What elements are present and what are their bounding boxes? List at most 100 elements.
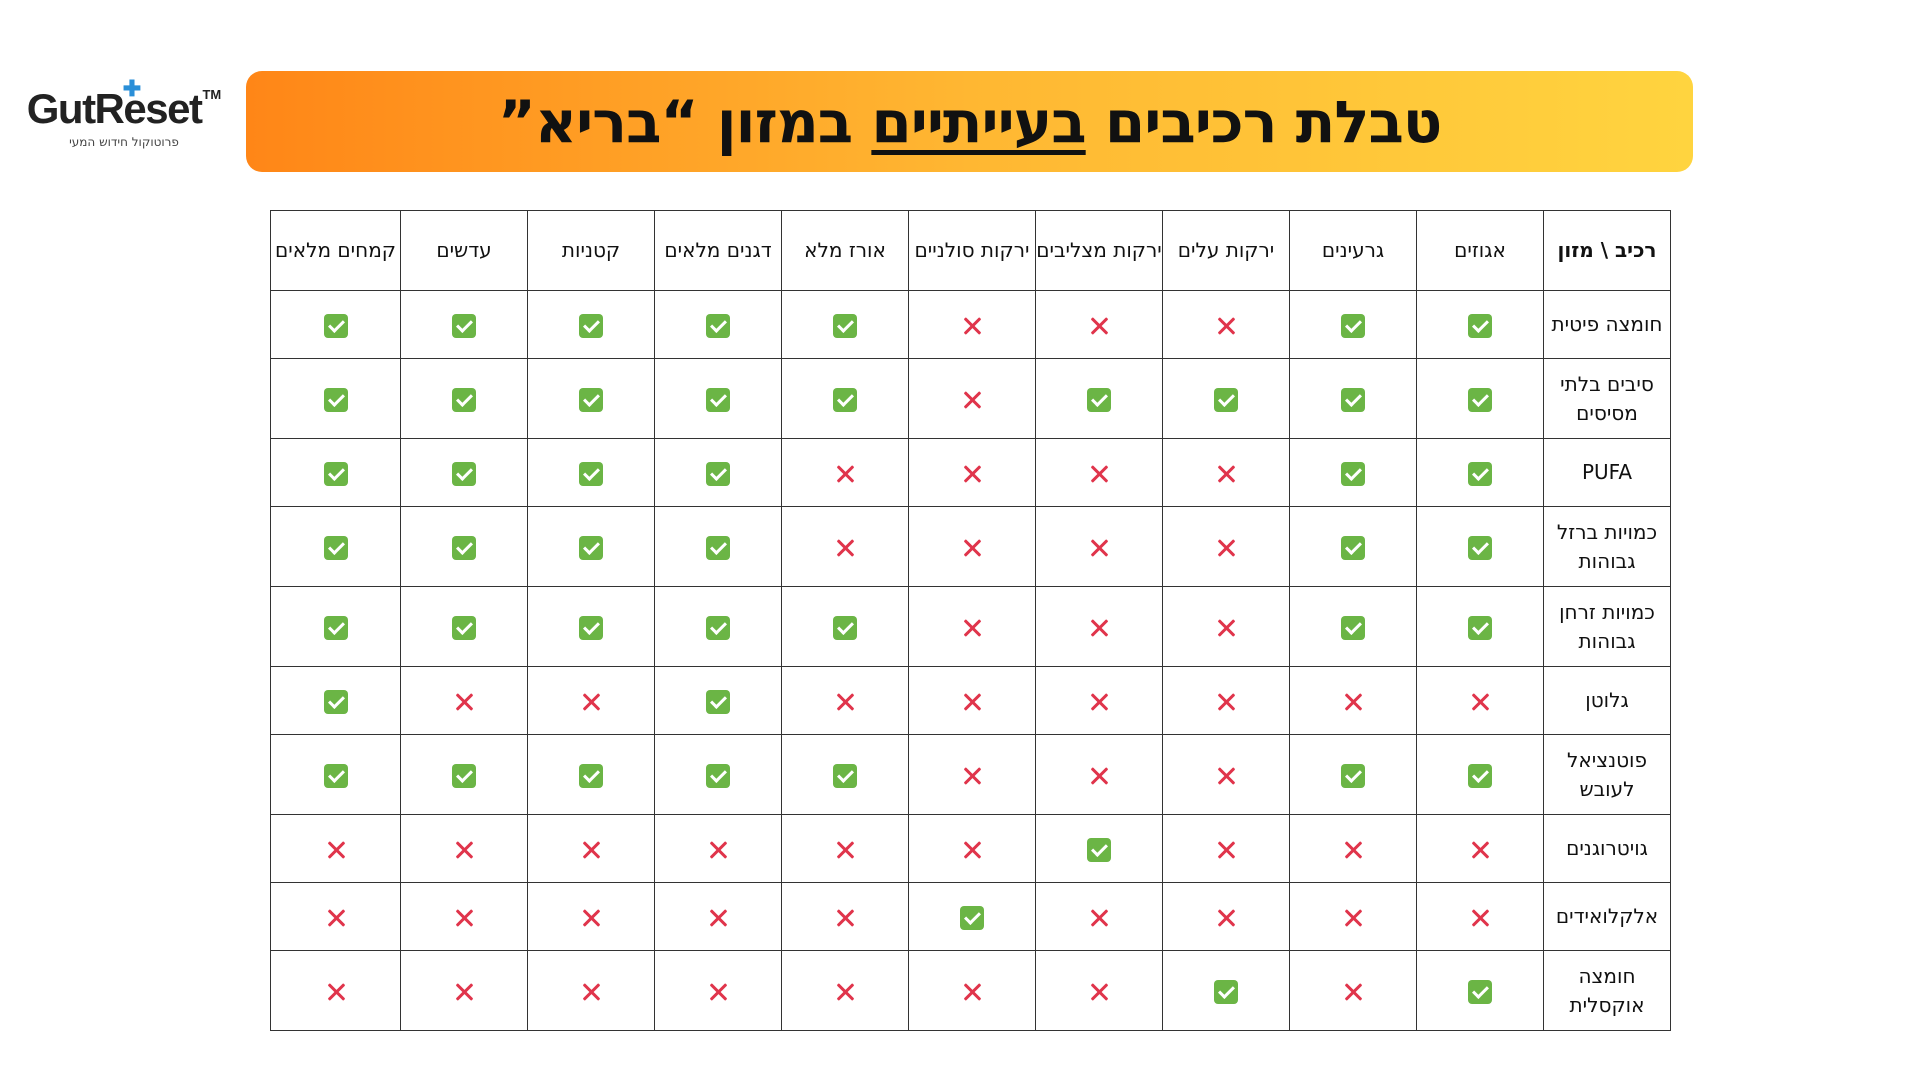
page-title: טבלת רכיבים בעייתיים במזון “בריא” — [497, 87, 1442, 156]
logo-brand-text: GutReset — [26, 85, 203, 132]
red-x-icon — [833, 536, 857, 560]
red-x-icon — [452, 690, 476, 714]
table-cell — [270, 666, 401, 735]
green-check-icon — [323, 387, 348, 412]
table-cell — [1416, 290, 1544, 359]
red-x-icon — [833, 462, 857, 486]
green-check-icon — [1468, 615, 1492, 640]
table-cell — [1416, 814, 1544, 883]
table-row: חומצה פיטית — [270, 290, 1671, 359]
column-header: אגוזים — [1416, 210, 1544, 291]
table-cell — [1416, 358, 1544, 439]
table-cell — [1162, 586, 1290, 667]
green-check-icon — [960, 905, 984, 930]
title-part-1: טבלת רכיבים — [1085, 87, 1442, 156]
components-table: רכיב \ מזון אגוזים גרעינים ירקות עלים ירקות… — [270, 210, 1671, 1031]
green-check-icon — [706, 535, 730, 560]
red-x-icon — [579, 980, 603, 1004]
table-cell — [908, 950, 1036, 1031]
table-cell — [908, 506, 1036, 587]
table-row: PUFA — [270, 438, 1671, 507]
row-label: חומצה אוקסלית — [1543, 950, 1671, 1031]
table-cell — [781, 358, 909, 439]
table-cell — [1416, 438, 1544, 507]
column-header: ירקות מצליבים — [1035, 210, 1163, 291]
column-header: קטניות — [527, 210, 655, 291]
red-x-icon — [1087, 462, 1111, 486]
red-x-icon — [833, 690, 857, 714]
red-x-icon — [1214, 314, 1238, 338]
table-cell — [1289, 506, 1417, 587]
table-cell — [1289, 290, 1417, 359]
green-check-icon — [833, 387, 857, 412]
table-cell — [781, 882, 909, 951]
table-row: כמויות זרחן גבוהות — [270, 586, 1671, 667]
table-cell — [654, 814, 782, 883]
green-check-icon — [706, 763, 730, 788]
title-part-2: במזון “בריא” — [497, 87, 872, 156]
red-x-icon — [1214, 838, 1238, 862]
red-x-icon — [1468, 690, 1492, 714]
green-check-icon — [1341, 535, 1365, 560]
table-cell — [908, 358, 1036, 439]
table-cell — [1289, 814, 1417, 883]
red-x-icon — [1341, 906, 1365, 930]
table-cell — [270, 882, 401, 951]
red-x-icon — [1214, 462, 1238, 486]
table-cell — [400, 666, 528, 735]
green-check-icon — [833, 763, 857, 788]
table-row: חומצה אוקסלית — [270, 950, 1671, 1031]
table-cell — [1289, 882, 1417, 951]
green-check-icon — [579, 461, 603, 486]
table-cell — [1289, 734, 1417, 815]
table-row: אלקלואידים — [270, 882, 1671, 951]
table-cell — [908, 666, 1036, 735]
column-header: דגנים מלאים — [654, 210, 782, 291]
red-x-icon — [324, 980, 348, 1004]
table-cell — [1416, 586, 1544, 667]
red-x-icon — [833, 980, 857, 1004]
green-check-icon — [323, 689, 348, 714]
column-header: עדשים — [400, 210, 528, 291]
green-check-icon — [706, 387, 730, 412]
table-cell — [1289, 666, 1417, 735]
green-check-icon — [1087, 387, 1111, 412]
table-cell — [270, 506, 401, 587]
table-cell — [270, 438, 401, 507]
table-cell — [654, 882, 782, 951]
table-cell — [1035, 438, 1163, 507]
green-check-icon — [323, 763, 348, 788]
row-label: כמויות ברזל גבוהות — [1543, 506, 1671, 587]
table-row: פוטנציאל לעובש — [270, 734, 1671, 815]
red-x-icon — [1214, 906, 1238, 930]
brand-logo: GutResetTM ✚ פרוטוקול חידוש המעי — [16, 78, 232, 150]
green-check-icon — [323, 313, 348, 338]
red-x-icon — [833, 838, 857, 862]
table-cell — [781, 814, 909, 883]
table-cell — [270, 734, 401, 815]
table-cell — [908, 814, 1036, 883]
table-cell — [908, 882, 1036, 951]
table-cell — [1162, 814, 1290, 883]
table-cell — [1416, 666, 1544, 735]
red-x-icon — [1087, 536, 1111, 560]
table-cell — [527, 586, 655, 667]
red-x-icon — [1087, 980, 1111, 1004]
table-cell — [1416, 734, 1544, 815]
table-cell — [654, 290, 782, 359]
table-cell — [270, 290, 401, 359]
table-cell — [1289, 358, 1417, 439]
red-x-icon — [706, 980, 730, 1004]
green-check-icon — [1087, 837, 1111, 862]
table-row: כמויות ברזל גבוהות — [270, 506, 1671, 587]
green-check-icon — [323, 461, 348, 486]
table-cell — [1035, 290, 1163, 359]
table-cell — [527, 882, 655, 951]
green-check-icon — [1341, 763, 1365, 788]
green-check-icon — [579, 615, 603, 640]
red-x-icon — [579, 838, 603, 862]
table-cell — [908, 586, 1036, 667]
green-check-icon — [452, 615, 476, 640]
green-check-icon — [1341, 615, 1365, 640]
green-check-icon — [833, 615, 857, 640]
